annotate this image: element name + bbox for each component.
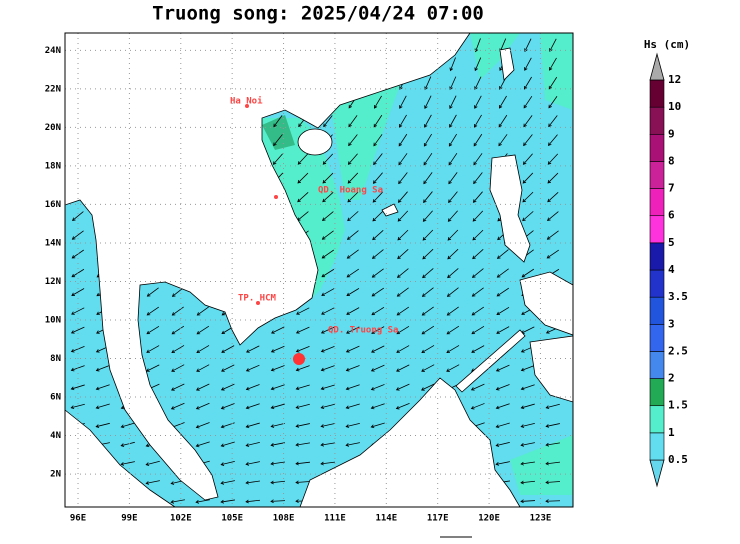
colorbar-label: 2.5 bbox=[668, 344, 688, 357]
colorbar-label: 9 bbox=[668, 127, 675, 140]
colorbar-label: 3.5 bbox=[668, 290, 688, 303]
wave-zone bbox=[540, 33, 573, 110]
lat-tick-label: 2N bbox=[50, 470, 61, 480]
lon-tick-label: 99E bbox=[121, 514, 137, 524]
lon-tick-label: 123E bbox=[530, 514, 552, 524]
lat-tick-label: 10N bbox=[45, 315, 61, 325]
colorbar-band bbox=[650, 379, 664, 406]
colorbar-label: 6 bbox=[668, 209, 675, 222]
title: Truong song: 2025/04/24 07:00 bbox=[152, 3, 484, 25]
lat-tick-label: 8N bbox=[50, 354, 61, 364]
colorbar-band bbox=[650, 134, 664, 161]
lon-tick-label: 96E bbox=[70, 514, 86, 524]
place-label: TP. HCM bbox=[238, 294, 277, 304]
colorbar-band bbox=[650, 243, 664, 270]
lat-tick-label: 12N bbox=[45, 277, 61, 287]
lat-tick-label: 16N bbox=[45, 200, 61, 210]
place-label: QD. Hoang Sa bbox=[318, 186, 383, 196]
colorbar-label: 0.5 bbox=[668, 453, 688, 466]
lat-tick-label: 14N bbox=[45, 238, 61, 248]
place-label: QD. Truong Sa bbox=[328, 326, 398, 336]
colorbar-band bbox=[650, 351, 664, 378]
colorbar-label: 7 bbox=[668, 182, 675, 195]
lat-tick-label: 6N bbox=[50, 393, 61, 403]
colorbar-label: 1 bbox=[668, 426, 675, 439]
lat-tick-label: 22N bbox=[45, 84, 61, 94]
colorbar-band bbox=[650, 80, 664, 107]
colorbar-label: 3 bbox=[668, 317, 675, 330]
colorbar-label: 12 bbox=[668, 73, 681, 86]
lon-tick-label: 108E bbox=[273, 514, 295, 524]
colorbar-band bbox=[650, 406, 664, 433]
location-marker bbox=[293, 353, 305, 365]
lat-tick-label: 20N bbox=[45, 123, 61, 133]
colorbar-band bbox=[650, 270, 664, 297]
lat-tick-label: 24N bbox=[45, 46, 61, 56]
colorbar-band bbox=[650, 324, 664, 351]
colorbar-band bbox=[650, 161, 664, 188]
lon-tick-label: 102E bbox=[170, 514, 192, 524]
colorbar-band bbox=[650, 433, 664, 460]
colorbar-end bbox=[650, 460, 664, 486]
colorbar-label: 10 bbox=[668, 100, 681, 113]
colorbar-band bbox=[650, 297, 664, 324]
colorbar-band bbox=[650, 107, 664, 134]
lat-tick-label: 18N bbox=[45, 161, 61, 171]
lon-tick-label: 105E bbox=[221, 514, 243, 524]
place-label: Ha Noi bbox=[230, 96, 263, 107]
colorbar-label: 4 bbox=[668, 263, 675, 276]
island-dot bbox=[274, 195, 278, 199]
colorbar: Hs (cm) 0.5 1 1.5 2 2.5 3 3.5 4 5 6 7 8 9 10 12 bbox=[644, 38, 690, 486]
colorbar-label: 2 bbox=[668, 372, 675, 385]
lon-tick-label: 114E bbox=[375, 514, 397, 524]
colorbar-band bbox=[650, 189, 664, 216]
lon-tick-label: 120E bbox=[478, 514, 500, 524]
lat-tick-label: 4N bbox=[50, 431, 61, 441]
colorbar-title: Hs (cm) bbox=[644, 38, 690, 51]
colorbar-label: 5 bbox=[668, 236, 675, 249]
map: Ha Noi QD. Hoang Sa TP. HCM QD. Truong S… bbox=[65, 33, 573, 507]
colorbar-label: 1.5 bbox=[668, 399, 688, 412]
hainan bbox=[298, 129, 332, 155]
colorbar-band bbox=[650, 216, 664, 243]
lon-tick-label: 117E bbox=[427, 514, 449, 524]
colorbar-label: 8 bbox=[668, 154, 675, 167]
colorbar-end bbox=[650, 54, 664, 80]
lon-tick-label: 111E bbox=[324, 514, 346, 524]
